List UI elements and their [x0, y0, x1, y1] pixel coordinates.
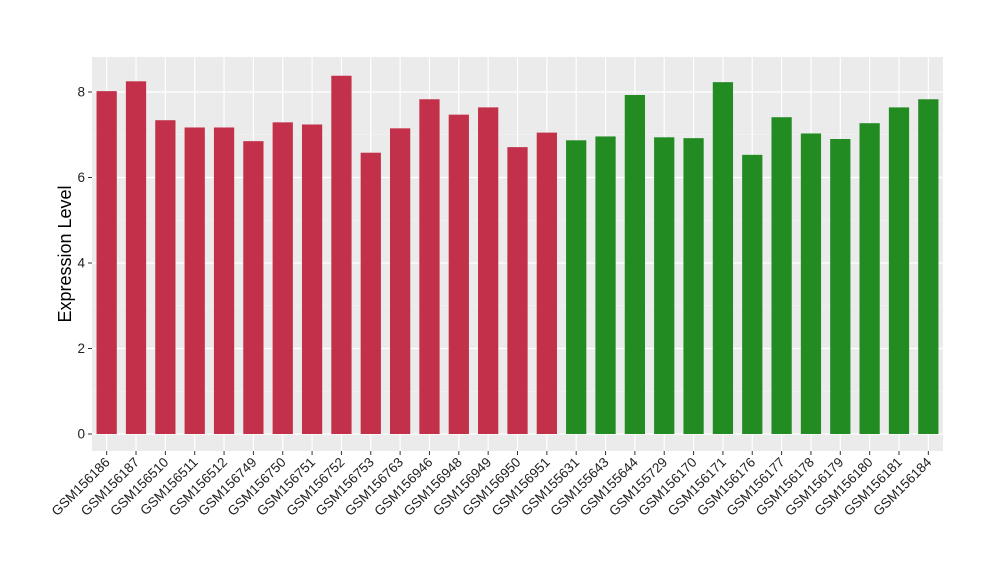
y-tick-label: 4: [77, 256, 85, 271]
bar-GSM155644: [624, 94, 646, 435]
bar-GSM156749: [243, 141, 264, 434]
y-tick-label: 2: [77, 341, 85, 356]
bar-GSM156184: [918, 99, 939, 434]
bar-GSM156510: [155, 120, 176, 434]
x-axis: GSM156186GSM156187GSM156510GSM156511GSM1…: [49, 451, 935, 519]
bar-GSM156949: [478, 107, 499, 434]
bar-GSM156186: [96, 91, 117, 435]
bar-GSM156181: [888, 107, 910, 434]
bar-GSM156752: [331, 75, 352, 434]
bar-GSM156177: [771, 117, 792, 434]
bar-GSM156763: [389, 128, 411, 434]
bars: [96, 75, 939, 435]
bar-GSM156946: [419, 99, 440, 434]
bar-GSM156948: [448, 114, 469, 434]
y-axis-title: Expression Level: [55, 185, 75, 322]
bar-GSM156178: [800, 133, 822, 434]
bar-GSM156753: [360, 152, 381, 434]
bar-GSM156751: [301, 124, 323, 435]
bar-GSM156511: [184, 127, 205, 435]
bar-GSM156180: [859, 123, 880, 435]
bar-GSM156179: [830, 139, 851, 434]
bar-GSM156750: [272, 122, 293, 434]
bar-GSM155643: [595, 136, 616, 434]
bar-GSM156951: [536, 132, 557, 435]
y-tick-label: 0: [77, 427, 85, 442]
bar-GSM156176: [742, 154, 763, 434]
bar-GSM156950: [507, 147, 528, 434]
bar-GSM156170: [683, 138, 704, 435]
bar-GSM156171: [712, 82, 734, 434]
y-tick-label: 6: [77, 170, 85, 185]
y-tick-label: 8: [77, 85, 85, 100]
bar-GSM155729: [654, 137, 675, 434]
bar-GSM155631: [566, 140, 587, 434]
y-axis: 0 2 4 6 8: [77, 85, 92, 442]
bar-GSM156187: [125, 81, 147, 434]
bar-GSM156512: [213, 127, 235, 435]
